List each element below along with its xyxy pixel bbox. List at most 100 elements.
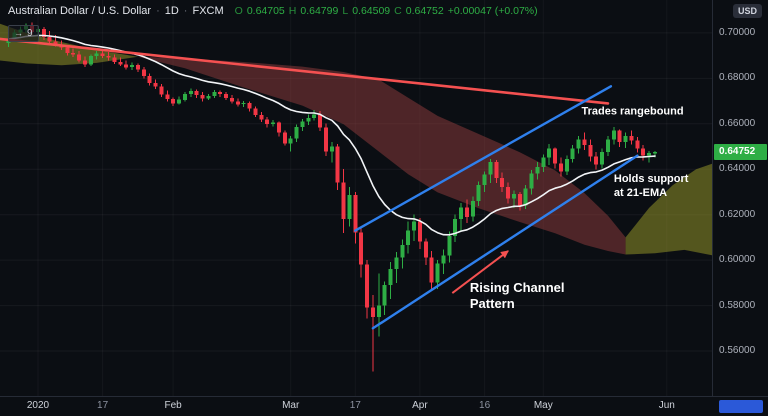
candle-body <box>535 166 540 174</box>
annotation-text[interactable]: Trades rangebound <box>582 106 684 118</box>
candle-body <box>482 174 487 185</box>
candle-body <box>124 64 129 68</box>
price-tick-label: 0.70000 <box>719 26 756 38</box>
price-tick-label: 0.60000 <box>719 254 756 266</box>
candle-body <box>71 52 76 55</box>
candle-body <box>312 114 317 118</box>
time-tick-label: 16 <box>479 400 491 411</box>
candle-body <box>106 55 111 58</box>
candle-body <box>41 28 46 38</box>
annotation-text[interactable]: Holds support at 21-EMA <box>614 173 689 199</box>
candle-body <box>470 200 475 217</box>
candle-body <box>365 264 370 308</box>
price-axis[interactable]: USD 0.64752 0.70000 0.68000 0.66000 0.64000… <box>712 0 768 396</box>
time-tick-label: Apr <box>412 400 428 411</box>
candle-body <box>282 132 287 144</box>
candle-body <box>359 232 364 265</box>
candle-body <box>500 178 505 188</box>
candle-body <box>564 158 569 172</box>
candle-body <box>165 94 170 99</box>
candle-body <box>576 139 581 149</box>
candle-body <box>512 194 516 199</box>
separator: · <box>156 5 160 17</box>
candle-body <box>417 221 422 242</box>
time-tick-label: Feb <box>164 400 182 411</box>
channel-upper-trendline[interactable] <box>354 85 613 232</box>
candle-body <box>488 162 493 175</box>
candle-body <box>347 195 352 220</box>
price-tick-label: 0.56000 <box>719 345 756 356</box>
candle-body <box>276 122 281 133</box>
candle-body <box>53 41 58 45</box>
candle-body <box>476 184 481 201</box>
candle-body <box>135 65 140 70</box>
arrow-icon: → <box>14 28 23 38</box>
price-tick-label: 0.58000 <box>719 299 756 311</box>
open-label: O <box>234 5 243 17</box>
candle-body <box>206 96 211 99</box>
candle-body <box>141 69 146 77</box>
time-axis[interactable]: 2020 17 Feb Mar 17 Apr 16 May Jun <box>0 396 768 416</box>
symbol-title: Australian Dollar / U.S. Dollar <box>8 5 152 17</box>
candle-body <box>77 54 82 61</box>
close-value: 0.64752 <box>405 5 444 17</box>
price-tick-label: 0.68000 <box>719 72 756 84</box>
annotation-arrow[interactable] <box>451 250 509 294</box>
candle-body <box>188 91 193 95</box>
candle-body <box>541 157 546 167</box>
interval-label[interactable]: 1D <box>164 5 179 17</box>
candle-body <box>517 194 522 206</box>
annotation-text[interactable]: Rising Channel Pattern <box>470 280 565 311</box>
channel-lower-trendline[interactable] <box>371 154 639 330</box>
resistance-trendline[interactable] <box>0 37 610 105</box>
candle-body <box>182 94 187 100</box>
candle-body <box>641 148 646 156</box>
candle-body <box>400 245 405 258</box>
candle-body <box>547 148 552 158</box>
candle-body <box>459 207 464 220</box>
low-label: L <box>342 5 349 17</box>
candle-body <box>300 121 305 127</box>
candle-body <box>241 103 246 105</box>
candle-body <box>259 115 264 120</box>
price-tick-label: 0.62000 <box>719 208 756 220</box>
candle-body <box>47 37 52 42</box>
exchange-label: FXCM <box>192 5 224 17</box>
candle-body <box>118 62 123 65</box>
symbol-legend[interactable]: Australian Dollar / U.S. Dollar · 1D · F… <box>8 5 538 17</box>
candle-body <box>494 162 499 179</box>
candle-body <box>423 241 428 258</box>
candle-body <box>353 195 358 233</box>
bottom-right-button[interactable] <box>719 400 763 413</box>
candle-body <box>629 136 634 141</box>
candle-body <box>294 127 299 139</box>
candle-body <box>394 257 399 269</box>
candle-body <box>370 307 375 318</box>
candle-body <box>253 108 258 115</box>
candle-body <box>412 221 417 231</box>
candle-body <box>588 145 593 157</box>
candle-body <box>570 148 575 159</box>
currency-toggle-button[interactable]: USD <box>732 4 762 18</box>
price-tick-label: 0.66000 <box>719 117 756 129</box>
candle-body <box>83 60 87 65</box>
candle-body <box>65 47 70 53</box>
price-chart[interactable]: Trades rangebound Holds support at 21-EMA R… <box>0 0 712 396</box>
candle-body <box>594 156 599 165</box>
separator: · <box>183 5 188 17</box>
candle-body <box>265 119 270 124</box>
candle-body <box>617 130 622 142</box>
candle-body <box>335 146 340 183</box>
indicator-legend[interactable]: → 9 <box>8 25 39 42</box>
candle-body <box>647 153 652 156</box>
candle-body <box>229 97 234 102</box>
candle-body <box>288 138 293 144</box>
time-tick-label: 2020 <box>26 400 50 411</box>
change-value: +0.00047 (+0.07%) <box>447 5 538 17</box>
candle-body <box>271 122 275 125</box>
ema-21-line[interactable] <box>7 34 656 236</box>
chart-canvas[interactable]: Trades rangebound Holds support at 21-EMA R… <box>0 0 712 396</box>
candle-body <box>200 95 205 99</box>
time-tick-label: 17 <box>349 400 361 411</box>
